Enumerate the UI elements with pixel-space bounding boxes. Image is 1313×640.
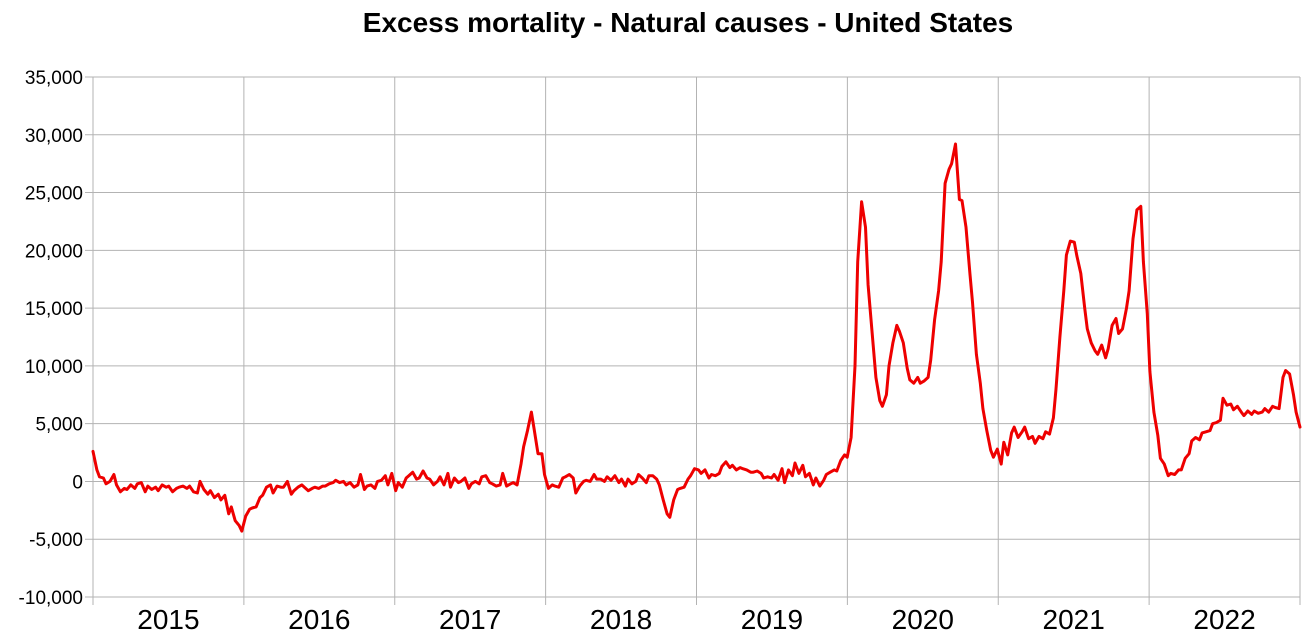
x-tick-label: 2016 <box>288 604 350 635</box>
y-tick-label: -5,000 <box>29 530 83 551</box>
series-layer <box>91 142 1302 533</box>
x-tick-label: 2021 <box>1043 604 1105 635</box>
y-tick-label: 10,000 <box>25 357 83 378</box>
y-tick-label: 15,000 <box>25 299 83 320</box>
y-tick-label: 35,000 <box>25 68 83 89</box>
series-line <box>91 142 1302 533</box>
horizontal-gridlines <box>85 76 1300 598</box>
x-tick-label: 2019 <box>741 604 803 635</box>
y-tick-label: 5,000 <box>35 415 83 436</box>
y-tick-label: 0 <box>72 472 83 493</box>
y-tick-label: 25,000 <box>25 184 83 205</box>
x-tick-label: 2020 <box>892 604 954 635</box>
x-tick-label: 2015 <box>137 604 199 635</box>
x-tick-label: 2018 <box>590 604 652 635</box>
x-axis-tick-labels: 2015 2016 2017 2018 2019 2020 2021 2022 <box>137 604 1255 635</box>
y-tick-label: 30,000 <box>25 126 83 147</box>
x-tick-label: 2017 <box>439 604 501 635</box>
y-tick-label: -10,000 <box>19 588 83 609</box>
chart-title: Excess mortality - Natural causes - Unit… <box>363 7 1013 38</box>
y-axis-tick-labels: -10,000 -5,000 0 5,000 10,000 15,000 20,000 25,… <box>19 68 83 609</box>
year-divider-gridlines <box>92 77 1301 605</box>
x-tick-label: 2022 <box>1193 604 1255 635</box>
y-tick-label: 20,000 <box>25 241 83 262</box>
